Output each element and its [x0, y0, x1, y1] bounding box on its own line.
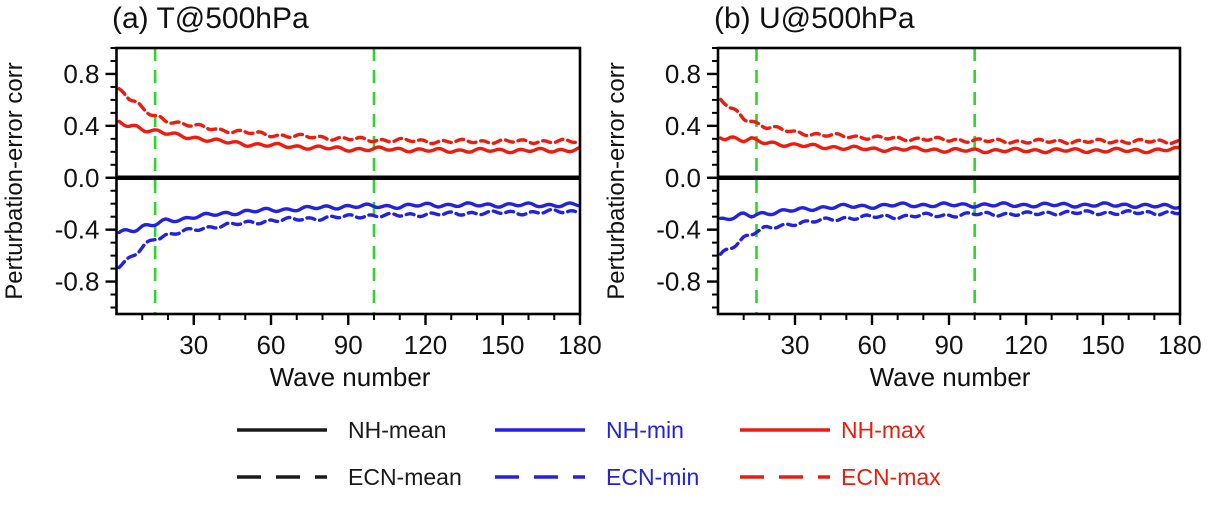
panel-a-x-axis-label: Wave number	[269, 362, 431, 392]
legend-item: ECN-max	[739, 464, 941, 490]
svg-text:60: 60	[858, 330, 887, 360]
svg-text:0.8: 0.8	[665, 59, 701, 89]
panel-b-title: (b) U@500hPa	[714, 2, 915, 35]
svg-text:30: 30	[781, 330, 810, 360]
svg-text:30: 30	[179, 330, 208, 360]
panel-b-y-axis-label: Perturbation-error corr	[603, 62, 630, 300]
svg-text:120: 120	[1004, 330, 1047, 360]
svg-text:-0.8: -0.8	[55, 267, 100, 297]
legend-label: NH-mean	[348, 416, 447, 443]
svg-text:150: 150	[481, 330, 524, 360]
svg-text:-0.4: -0.4	[55, 215, 100, 245]
svg-text:180: 180	[558, 330, 601, 360]
panel-b-x-axis-label: Wave number	[869, 362, 1031, 392]
svg-text:90: 90	[334, 330, 363, 360]
legend-label: NH-min	[606, 416, 684, 443]
svg-text:90: 90	[935, 330, 964, 360]
svg-text:-0.8: -0.8	[656, 267, 701, 297]
legend-label: ECN-max	[841, 463, 941, 490]
svg-text:60: 60	[257, 330, 286, 360]
legend-line-sample	[740, 475, 830, 479]
svg-text:150: 150	[1081, 330, 1124, 360]
chart-plot-area: 30 60 90 120 150 180 -0.8 -0.4 0.0 0.4 0.8 30 60 90 12…	[55, 46, 1202, 360]
legend-item: NH-min	[494, 417, 684, 443]
legend-item: ECN-min	[494, 464, 699, 490]
legend-line-sample	[495, 428, 585, 432]
panel-a-title: (a) T@500hPa	[112, 2, 309, 35]
legend-line-sample	[237, 475, 327, 479]
svg-text:0.0: 0.0	[63, 163, 99, 193]
legend-item: ECN-mean	[236, 464, 462, 490]
legend-label: NH-max	[841, 416, 926, 443]
svg-text:0.0: 0.0	[665, 163, 701, 193]
legend-line-sample	[495, 475, 585, 479]
svg-text:0.4: 0.4	[665, 111, 701, 141]
svg-text:0.8: 0.8	[63, 59, 99, 89]
svg-text:180: 180	[1158, 330, 1201, 360]
svg-text:-0.4: -0.4	[656, 215, 701, 245]
legend-item: NH-max	[739, 417, 925, 443]
legend-line-sample	[740, 428, 830, 432]
svg-text:0.4: 0.4	[63, 111, 99, 141]
legend-label: ECN-mean	[348, 463, 462, 490]
panel-a-y-axis-label: Perturbation-error corr	[1, 62, 28, 300]
svg-text:120: 120	[404, 330, 447, 360]
legend-item: NH-mean	[236, 417, 446, 443]
legend-line-sample	[237, 428, 327, 432]
legend-label: ECN-min	[606, 463, 700, 490]
